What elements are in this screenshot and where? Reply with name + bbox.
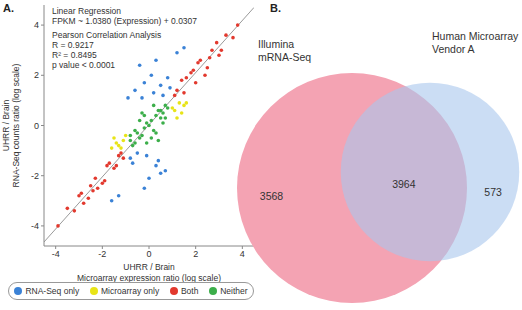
- svg-text:UHRR / Brain: UHRR / Brain: [8, 99, 11, 151]
- svg-text:FPKM ~ 1.0380 (Expression) + 0: FPKM ~ 1.0380 (Expression) + 0.0307: [52, 16, 197, 26]
- svg-text:Vendor A: Vendor A: [432, 43, 475, 55]
- svg-text:R = 0.9217: R = 0.9217: [52, 40, 94, 50]
- svg-text:-2: -2: [31, 171, 39, 181]
- svg-text:Illumina: Illumina: [258, 38, 294, 50]
- html-text:Neither: Neither: [220, 286, 248, 296]
- svg-text:573: 573: [484, 186, 502, 198]
- svg-text:Microarray expression ratio (l: Microarray expression ratio (log scale): [77, 273, 221, 283]
- svg-text:B.: B.: [270, 2, 281, 14]
- svg-text:2: 2: [193, 249, 198, 259]
- svg-text:p value < 0.0001: p value < 0.0001: [52, 60, 115, 70]
- html-text:Microarray only: Microarray only: [101, 286, 160, 296]
- svg-text:2: 2: [34, 70, 39, 80]
- svg-text:UHRR / Brain: UHRR / Brain: [123, 262, 175, 272]
- svg-text:Human Microarray: Human Microarray: [432, 30, 514, 42]
- svg-text:0: 0: [34, 121, 39, 131]
- svg-text:3964: 3964: [392, 178, 416, 190]
- svg-text:mRNA-Seq: mRNA-Seq: [258, 51, 311, 63]
- html-text:RNA-Seq only: RNA-Seq only: [25, 286, 80, 296]
- svg-text:Linear Regression: Linear Regression: [52, 6, 121, 16]
- svg-text:4: 4: [240, 249, 245, 259]
- svg-text:-4: -4: [31, 221, 39, 231]
- svg-text:3568: 3568: [260, 190, 284, 202]
- html-text:Both: Both: [180, 286, 199, 296]
- svg-text:0: 0: [146, 249, 151, 259]
- svg-text:4: 4: [34, 20, 39, 30]
- svg-text:R² = 0.8495: R² = 0.8495: [52, 50, 97, 60]
- svg-text:-2: -2: [98, 249, 106, 259]
- svg-text:-4: -4: [52, 249, 60, 259]
- svg-text:A.: A.: [8, 2, 14, 14]
- svg-text:Pearson Correlation Analysis: Pearson Correlation Analysis: [52, 30, 161, 40]
- svg-text:RNA-Seq counts ratio (log scal: RNA-Seq counts ratio (log scale): [11, 63, 21, 187]
